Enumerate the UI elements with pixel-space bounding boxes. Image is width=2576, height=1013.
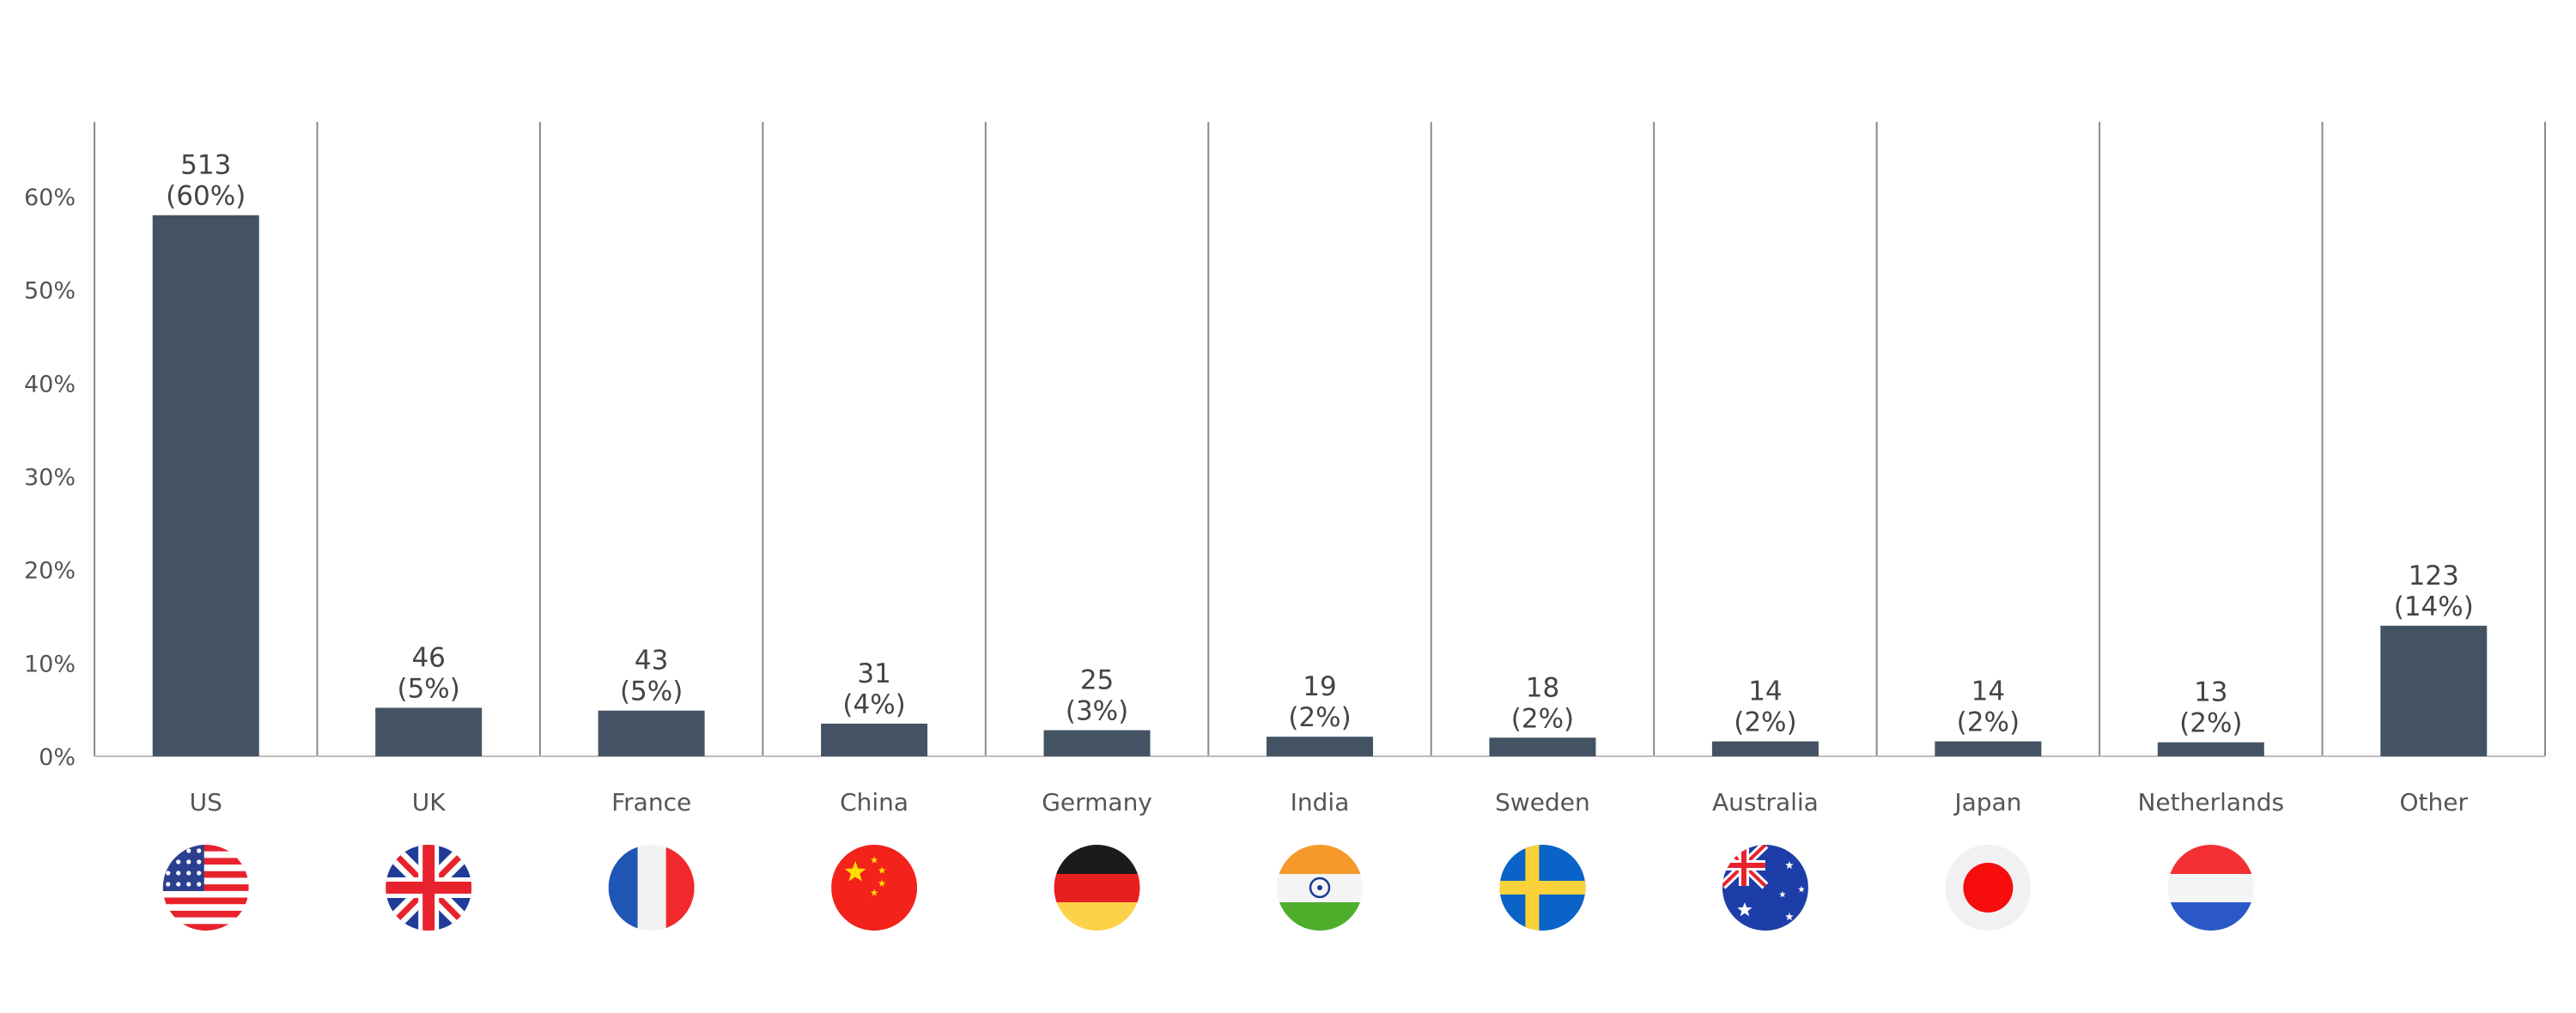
y-tick-label: 10% [24, 651, 76, 677]
data-label-percent: (2%) [1511, 703, 1574, 734]
data-label-count: 14 [1971, 676, 2005, 707]
data-label-percent: (4%) [842, 689, 905, 720]
germany-flag-icon [1054, 845, 1140, 931]
bar-us [152, 215, 259, 757]
category-label-sweden: Sweden [1495, 788, 1590, 816]
bar-other [2380, 625, 2488, 756]
category-label-china: China [840, 788, 908, 816]
data-label-count: 25 [1080, 665, 1114, 696]
y-tick-label: 30% [24, 464, 76, 491]
india-flag-icon [1277, 845, 1363, 931]
bar-sweden [1489, 737, 1596, 756]
china-flag-icon [831, 845, 918, 931]
france-flag-icon [608, 845, 695, 931]
data-label-percent: (14%) [2394, 591, 2474, 622]
japan-flag-icon [1945, 845, 2032, 931]
data-label-count: 19 [1303, 671, 1336, 702]
category-label-japan: Japan [1953, 788, 2021, 816]
category-label-us: US [190, 788, 222, 816]
netherlands-flag-icon [2167, 845, 2254, 931]
category-label-france: France [611, 788, 691, 816]
uk-flag-icon [386, 845, 472, 931]
category-label-other: Other [2400, 788, 2469, 816]
data-label-count: 18 [1526, 672, 1559, 703]
data-label-count: 31 [857, 658, 890, 689]
bar-uk [375, 707, 483, 756]
data-label-percent: (2%) [1288, 702, 1351, 733]
australia-flag-icon [1722, 845, 1808, 931]
data-label-count: 14 [1748, 676, 1782, 707]
data-label-count: 123 [2409, 561, 2459, 591]
data-label-count: 46 [411, 642, 445, 673]
y-tick-label: 0% [39, 744, 76, 771]
category-label-uk: UK [412, 788, 446, 816]
bar-netherlands [2157, 742, 2264, 756]
category-labels: US UK France China Germany India Sweden Austral… [190, 788, 2469, 816]
y-tick-label: 50% [24, 278, 76, 305]
bar-japan [1935, 741, 2042, 756]
data-label-percent: (2%) [1957, 707, 2020, 738]
data-label-percent: (3%) [1066, 696, 1128, 727]
data-label-percent: (60%) [166, 181, 246, 212]
y-tick-label: 60% [24, 185, 76, 211]
data-label-percent: (5%) [620, 676, 683, 707]
category-separators [94, 122, 2546, 756]
data-labels: 513(60%)46(5%)43(5%)31(4%)25(3%)19(2%)18… [166, 150, 2474, 739]
country-flags [162, 845, 2254, 931]
data-label-percent: (2%) [2179, 708, 2242, 739]
category-label-germany: Germany [1042, 788, 1152, 816]
bar-india [1267, 737, 1373, 756]
data-label-percent: (5%) [397, 673, 459, 704]
bars [152, 215, 2488, 757]
bar-china [821, 723, 928, 756]
category-label-australia: Australia [1712, 788, 1819, 816]
us-flag-icon [162, 845, 249, 931]
bar-australia [1711, 741, 1819, 756]
data-label-count: 13 [2194, 677, 2227, 708]
category-label-netherlands: Netherlands [2137, 788, 2284, 816]
bar-germany [1043, 730, 1151, 756]
data-label-percent: (2%) [1734, 707, 1796, 738]
bar-france [598, 710, 705, 756]
y-axis-ticks: 0% 10% 20% 30% 40% 50% 60% [24, 185, 76, 771]
category-label-india: India [1291, 788, 1350, 816]
y-tick-label: 20% [24, 558, 76, 585]
data-label-count: 43 [635, 646, 668, 676]
y-tick-label: 40% [24, 371, 76, 397]
sweden-flag-icon [1499, 845, 1586, 931]
data-label-count: 513 [180, 150, 231, 181]
